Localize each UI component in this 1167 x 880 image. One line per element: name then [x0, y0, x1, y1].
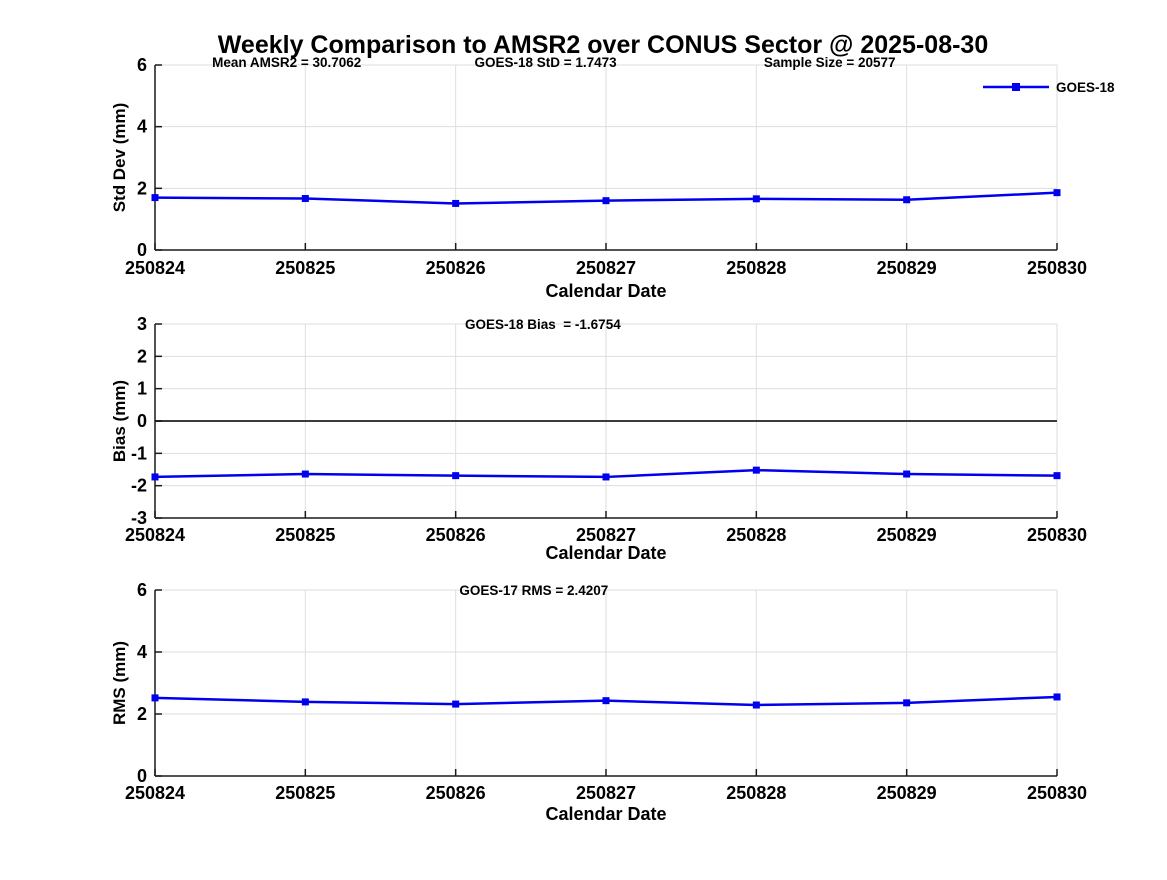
- data-point-marker: [752, 466, 760, 474]
- x-tick-label: 250826: [426, 783, 486, 803]
- x-tick-label: 250825: [275, 783, 335, 803]
- y-tick-label: 0: [137, 766, 147, 786]
- data-point-marker: [151, 694, 159, 702]
- y-tick-label: 1: [137, 379, 147, 399]
- data-point-marker: [752, 701, 760, 709]
- gridlines: [154, 589, 1058, 777]
- data-point-marker: [602, 473, 610, 481]
- y-tick-label: -3: [131, 508, 147, 528]
- y-tick-label: 2: [137, 704, 147, 724]
- bias-subplot: -3 -2 -1 0 1 2 3 250824 250825 250826 250827 250828…: [110, 314, 1087, 563]
- y-tick-label: 3: [137, 314, 147, 334]
- figure-title: Weekly Comparison to AMSR2 over CONUS Se…: [218, 31, 988, 59]
- x-tick-label: 250829: [877, 783, 937, 803]
- x-tick-label: 250827: [576, 525, 636, 545]
- x-tick-label: 250825: [275, 258, 335, 278]
- y-tick-label: 0: [137, 240, 147, 260]
- x-tick-label: 250826: [426, 525, 486, 545]
- data-point-marker: [1053, 472, 1061, 480]
- tick-marks: [154, 64, 1058, 251]
- tick-marks: [154, 589, 1058, 777]
- x-tick-label: 250826: [426, 258, 486, 278]
- x-tick-label: 250830: [1027, 525, 1087, 545]
- y-axis-label: RMS (mm): [110, 641, 129, 725]
- x-axis-label: Calendar Date: [545, 281, 666, 301]
- data-point-marker: [602, 697, 610, 705]
- y-tick-label: 6: [137, 580, 147, 600]
- x-tick-label: 250827: [576, 258, 636, 278]
- x-tick-label: 250828: [726, 525, 786, 545]
- x-tick-label: 250829: [877, 258, 937, 278]
- data-point-marker: [301, 698, 309, 706]
- data-point-marker: [903, 470, 911, 478]
- data-point-marker: [903, 699, 911, 707]
- x-tick-label: 250827: [576, 783, 636, 803]
- x-tick-label: 250825: [275, 525, 335, 545]
- data-point-marker: [752, 195, 760, 203]
- stddev-subplot: 0 2 4 6 250824 250825 250826 250827 250828 250829…: [110, 55, 1087, 301]
- y-axis-label: Std Dev (mm): [110, 103, 129, 213]
- annotation: Mean AMSR2 = 30.7062: [212, 55, 361, 70]
- x-axis-label: Calendar Date: [545, 543, 666, 563]
- y-tick-label: 2: [137, 346, 147, 366]
- x-tick-label: 250828: [726, 783, 786, 803]
- data-point-marker: [301, 195, 309, 203]
- legend: GOES-18: [983, 80, 1115, 95]
- data-point-marker: [452, 472, 460, 480]
- x-tick-label: 250828: [726, 258, 786, 278]
- annotation: Sample Size = 20577: [764, 55, 896, 70]
- legend-label: GOES-18: [1056, 80, 1115, 95]
- data-point-marker: [151, 194, 159, 202]
- rms-subplot: 0 2 4 6 250824 250825 250826 250827 250828 250829…: [110, 580, 1087, 824]
- data-point-marker: [301, 470, 309, 478]
- y-tick-label: 4: [137, 117, 147, 137]
- data-point-marker: [1053, 693, 1061, 701]
- y-tick-label: -1: [131, 443, 147, 463]
- data-point-marker: [452, 700, 460, 708]
- tick-marks: [154, 323, 1058, 519]
- x-tick-label: 250830: [1027, 258, 1087, 278]
- x-tick-label: 250824: [125, 783, 185, 803]
- legend-marker: [1012, 83, 1020, 91]
- data-point-marker: [903, 196, 911, 204]
- gridlines: [154, 64, 1058, 251]
- data-point-marker: [452, 199, 460, 207]
- annotation: GOES-17 RMS = 2.4207: [459, 583, 608, 598]
- y-tick-label: 2: [137, 178, 147, 198]
- y-tick-label: -2: [131, 476, 147, 496]
- x-tick-label: 250830: [1027, 783, 1087, 803]
- data-point-marker: [602, 197, 610, 205]
- y-tick-label: 0: [137, 411, 147, 431]
- y-tick-label: 6: [137, 55, 147, 75]
- annotation: GOES-18 StD = 1.7473: [474, 55, 617, 70]
- y-axis-label: Bias (mm): [110, 380, 129, 462]
- x-tick-label: 250829: [877, 525, 937, 545]
- annotation: GOES-18 Bias = -1.6754: [465, 317, 621, 332]
- x-tick-label: 250824: [125, 258, 185, 278]
- x-axis-label: Calendar Date: [545, 804, 666, 824]
- data-point-marker: [1053, 189, 1061, 197]
- y-tick-label: 4: [137, 642, 147, 662]
- x-tick-label: 250824: [125, 525, 185, 545]
- data-point-marker: [151, 473, 159, 481]
